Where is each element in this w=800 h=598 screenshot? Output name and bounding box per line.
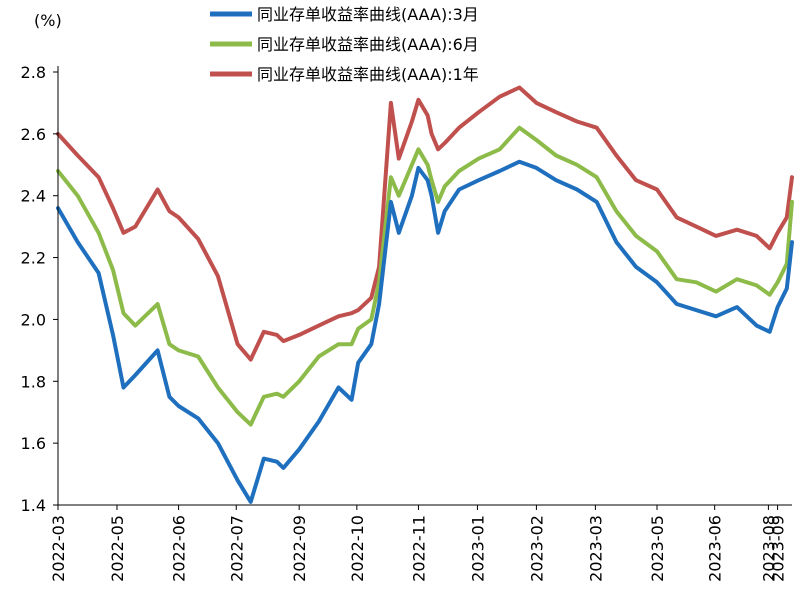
series-line-2 xyxy=(56,125,794,427)
axes-layer: 1.4 1.6 1.8 2.0 2.2 2.4 2.6 2.8 2022-03 2022-05 20… xyxy=(21,63,792,582)
y-tick-label: 2.8 xyxy=(21,63,46,82)
y-tick-label: 2.2 xyxy=(21,249,46,268)
x-tick-label: 2022-05 xyxy=(108,515,127,582)
x-tick-label: 2022-10 xyxy=(348,515,367,582)
legend-label-2: 同业存单收益率曲线(AAA):6月 xyxy=(257,35,479,54)
legend-label-1: 同业存单收益率曲线(AAA):3月 xyxy=(257,5,479,24)
y-unit-label: (%) xyxy=(34,11,62,30)
x-tick-label: 2022-11 xyxy=(409,515,428,582)
x-tick-label: 2023-06 xyxy=(706,515,725,582)
y-tick-label: 2.4 xyxy=(21,187,46,206)
series-line-1 xyxy=(56,159,794,504)
series-line-3 xyxy=(56,85,794,362)
x-tick-label: 2023-09 xyxy=(769,515,788,582)
y-tick-label: 1.4 xyxy=(21,496,46,515)
y-tick-label: 1.8 xyxy=(21,372,46,391)
legend: 同业存单收益率曲线(AAA):3月同业存单收益率曲线(AAA):6月同业存单收益… xyxy=(210,5,479,84)
y-tick-label: 1.6 xyxy=(21,434,46,453)
y-tick-label: 2.6 xyxy=(21,125,46,144)
x-tick-label: 2023-02 xyxy=(527,515,546,582)
x-tick-label: 2023-08 xyxy=(759,515,778,582)
x-tick-label: 2023-01 xyxy=(468,515,487,582)
y-tick-label: 2.0 xyxy=(21,310,46,329)
x-tick-label: 2022-06 xyxy=(170,515,189,582)
x-tick-label: 2022-07 xyxy=(227,515,246,582)
x-tick-label: 2023-03 xyxy=(586,515,605,582)
x-tick-label: 2022-03 xyxy=(49,515,68,582)
legend-label-3: 同业存单收益率曲线(AAA):1年 xyxy=(257,65,479,84)
x-tick-label: 2023-05 xyxy=(648,515,667,582)
series-layer xyxy=(56,85,794,504)
x-tick-label: 2022-09 xyxy=(290,515,309,582)
